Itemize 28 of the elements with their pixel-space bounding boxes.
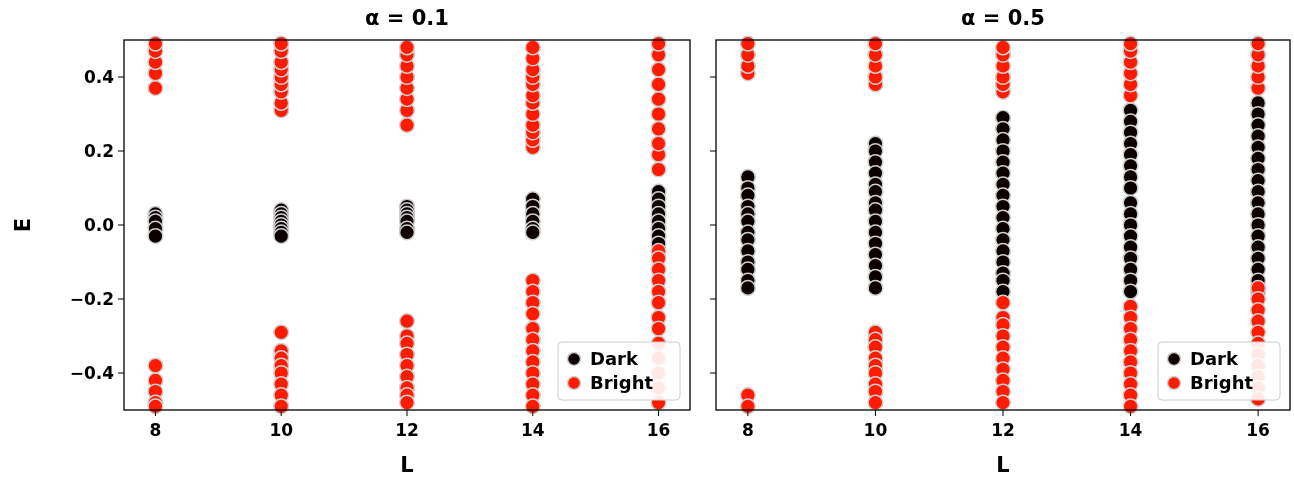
legend-label: Dark [1190,348,1239,369]
point [273,228,290,245]
x-tick-label: 12 [991,420,1015,440]
y-tick-label: −0.4 [69,362,115,383]
x-tick-label: 16 [1246,420,1270,440]
y-tick-label: 0.2 [83,140,114,161]
y-tick-label: −0.2 [69,288,114,309]
point [524,224,541,241]
x-tick-label: 10 [269,420,294,440]
point [398,224,416,241]
legend-label: Bright [590,372,654,393]
x-tick-label: 14 [520,420,545,440]
x-tick-label: 8 [741,420,754,440]
legend-label: Bright [1190,372,1254,393]
x-tick-label: 10 [863,420,888,440]
x-tick-label: 8 [149,420,162,440]
legend-label: Dark [590,348,639,369]
x-tick-label: 14 [1118,420,1143,440]
point [147,228,164,245]
y-tick-label: 0.0 [83,214,115,235]
x-tick-label: 16 [646,420,671,440]
chart-title: α = 0.5 [961,6,1045,30]
chart-title: α = 0.1 [365,6,449,30]
x-axis-title: L [996,453,1010,477]
y-tick-label: 0.4 [83,66,115,87]
x-tick-label: 12 [395,420,419,440]
y-axis-title: E [11,217,35,233]
x-axis-title: L [400,453,414,477]
